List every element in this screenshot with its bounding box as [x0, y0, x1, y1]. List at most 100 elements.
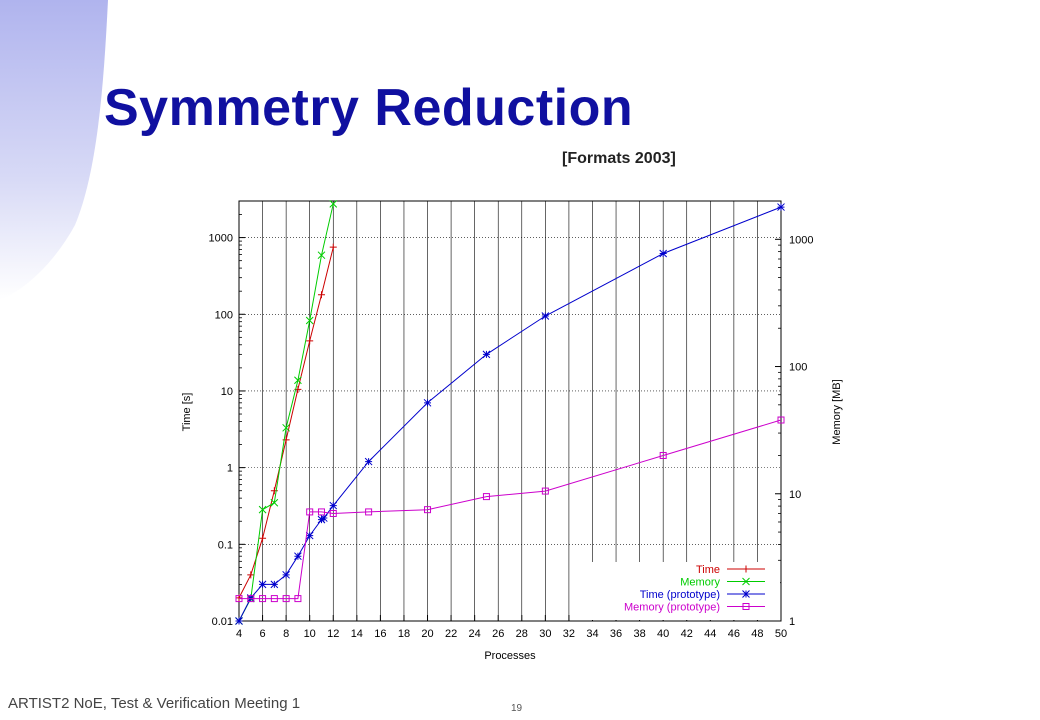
- x-tick-label: 6: [260, 628, 266, 640]
- data-point: [306, 508, 314, 516]
- data-point: [482, 350, 491, 359]
- data-point: [305, 316, 314, 325]
- data-point: [235, 617, 243, 625]
- y-left-tick-label: 1000: [209, 233, 233, 245]
- x-tick-label: 42: [681, 628, 693, 640]
- x-tick-label: 46: [728, 628, 740, 640]
- data-point: [317, 508, 325, 516]
- y-left-tick-label: 1: [227, 463, 233, 475]
- data-point: [282, 595, 290, 603]
- x-tick-label: 22: [445, 628, 457, 640]
- x-tick-label: 50: [775, 628, 787, 640]
- x-tick-label: 30: [539, 628, 551, 640]
- data-point: [247, 571, 255, 579]
- citation-label: [Formats 2003]: [562, 150, 676, 167]
- plot-frame: [238, 200, 782, 622]
- data-point: [294, 552, 302, 561]
- y-right-tick-label: 100: [789, 362, 807, 374]
- y-axis-left-label: Time [s]: [181, 393, 193, 432]
- data-point: [364, 457, 373, 466]
- x-tick-label: 12: [327, 628, 339, 640]
- data-point: [235, 595, 243, 603]
- grid-lines: [239, 201, 781, 621]
- data-point: [777, 416, 785, 424]
- data-point: [282, 423, 290, 432]
- x-tick-label: 18: [398, 628, 410, 640]
- x-tick-label: 4: [236, 628, 242, 640]
- data-point: [365, 508, 373, 516]
- x-tick-label: 32: [563, 628, 575, 640]
- x-tick-label: 24: [469, 628, 481, 640]
- axis-ticks: 4 6 8 10 12 14 16 18 20 22 24 26 28 30 32 34 36 38 40 42 44 4…: [209, 200, 813, 640]
- data-point: [329, 199, 338, 208]
- legend-marker: [742, 603, 750, 610]
- data-point: [317, 515, 326, 524]
- data-point: [306, 337, 314, 345]
- x-tick-label: 38: [633, 628, 645, 640]
- data-point: [258, 580, 267, 589]
- x-tick-label: 34: [586, 628, 598, 640]
- data-point: [329, 509, 337, 517]
- y-left-tick-label: 0.1: [218, 539, 233, 551]
- y-left-tick-label: 100: [215, 309, 233, 321]
- data-point: [424, 506, 432, 514]
- legend-marker: [742, 565, 750, 573]
- corner-swoosh-shape: [0, 0, 108, 300]
- data-point: [482, 493, 490, 501]
- x-tick-label: 20: [421, 628, 433, 640]
- legend-label: Time: [696, 564, 720, 576]
- slide-title: Symmetry Reduction: [104, 79, 634, 137]
- x-tick-label: 36: [610, 628, 622, 640]
- data-point: [259, 534, 267, 542]
- data-point: [659, 451, 667, 459]
- legend-label: Time (prototype): [640, 589, 720, 601]
- data-point: [541, 487, 549, 495]
- data-point: [305, 531, 314, 540]
- data-point: [541, 312, 550, 320]
- legend-label: Memory (prototype): [624, 602, 720, 614]
- data-point: [270, 498, 279, 507]
- data-point: [259, 595, 267, 603]
- data-point: [319, 514, 328, 522]
- data-point: [258, 505, 267, 514]
- y-left-tick-label: 10: [221, 386, 233, 398]
- series-memory-prototype: [235, 416, 785, 603]
- series-line: [238, 206, 782, 622]
- data-point: [317, 291, 325, 299]
- legend-label: Memory: [680, 577, 720, 589]
- y-right-tick-label: 10: [789, 489, 801, 501]
- data-point: [423, 398, 432, 407]
- footer-text: ARTIST2 NoE, Test & Verification Meeting…: [8, 695, 301, 712]
- data-point: [659, 249, 668, 258]
- x-tick-label: 40: [657, 628, 669, 640]
- x-tick-label: 48: [751, 628, 763, 640]
- x-axis-label: Processes: [484, 650, 536, 662]
- data-point: [777, 203, 785, 211]
- x-tick-label: 14: [351, 628, 363, 640]
- series-layer: [235, 199, 785, 625]
- data-point: [270, 580, 279, 589]
- x-tick-label: 10: [304, 628, 316, 640]
- x-tick-label: 16: [374, 628, 386, 640]
- legend-box: [588, 562, 780, 620]
- legend-marker: [742, 590, 750, 598]
- x-tick-label: 26: [492, 628, 504, 640]
- y-left-tick-label: 0.01: [212, 616, 233, 628]
- data-point: [329, 501, 338, 510]
- series-time: [235, 243, 337, 602]
- x-tick-label: 44: [704, 628, 716, 640]
- x-tick-label: 28: [516, 628, 528, 640]
- data-point: [270, 595, 278, 603]
- y-right-tick-label: 1000: [789, 234, 813, 246]
- x-tick-label: 8: [283, 628, 289, 640]
- series-line: [239, 419, 782, 600]
- data-point: [294, 376, 302, 385]
- legend-marker: [742, 577, 750, 586]
- y-axis-right-label: Memory [MB]: [831, 379, 843, 444]
- data-point: [282, 570, 290, 579]
- page-number: 19: [511, 703, 523, 714]
- series-time-prototype: [235, 203, 785, 625]
- data-point: [247, 595, 255, 603]
